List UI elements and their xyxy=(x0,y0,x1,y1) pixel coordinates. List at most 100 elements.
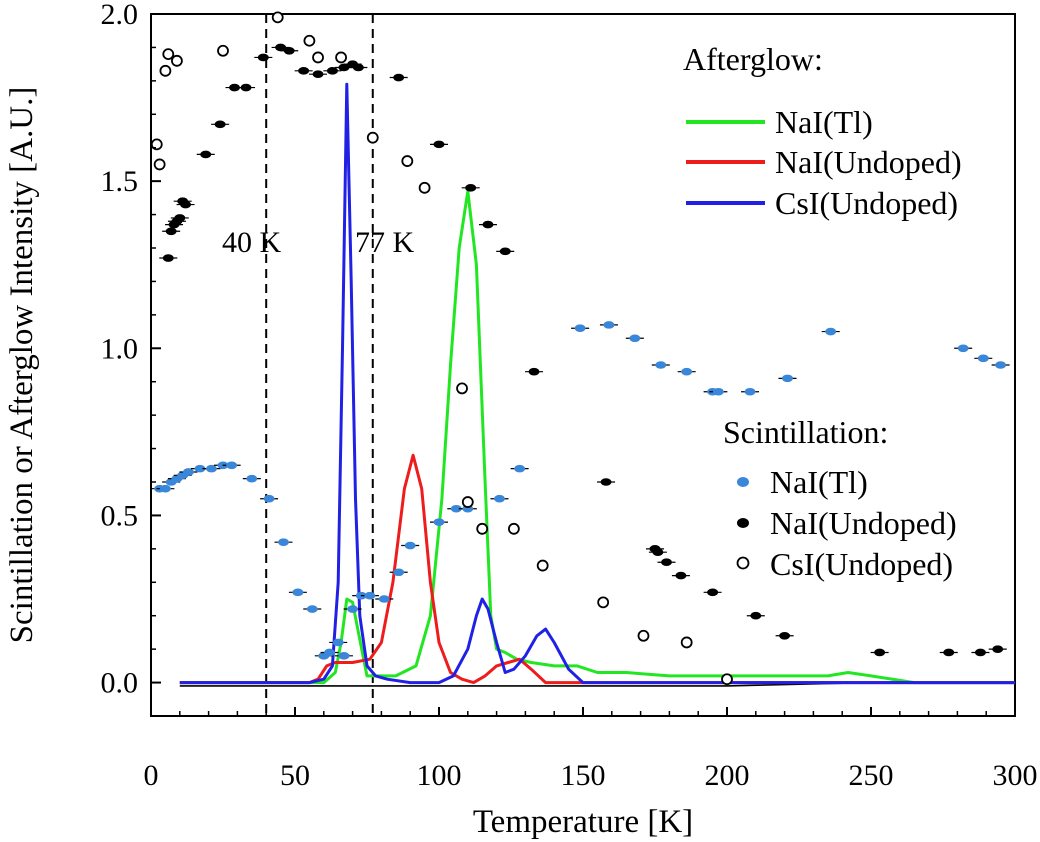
scint-point-csi-undoped xyxy=(171,54,183,67)
scint-point-nai-tl xyxy=(364,591,376,600)
axes: 0 50 100 150 200 250 300 0.0 0.5 1.0 1.5 2.0 xyxy=(101,0,1038,792)
reference-label-77k: 77 K xyxy=(355,226,415,259)
scint-point-nai-tl xyxy=(393,568,405,577)
scint-point-nai-tl xyxy=(263,494,275,503)
scint-point-nai-undoped xyxy=(482,220,494,229)
scint-point-nai-tl xyxy=(712,387,724,396)
scint-point-nai-tl xyxy=(277,538,289,546)
x-tick-label: 100 xyxy=(417,759,462,792)
scint-point-nai-tl xyxy=(433,518,445,526)
scint-point-nai-tl xyxy=(681,367,693,376)
scint-point-nai-tl xyxy=(514,464,526,473)
legend-label-scint-nai-tl: NaI(Tl) xyxy=(770,464,868,500)
scint-point-nai-tl xyxy=(332,638,344,647)
scint-point-nai-undoped xyxy=(600,478,612,486)
scint-point-nai-undoped xyxy=(283,46,295,55)
y-tick-label: 2.0 xyxy=(101,0,139,31)
scint-point-nai-tl xyxy=(182,468,194,476)
scint-point-nai-tl xyxy=(995,361,1007,369)
scint-point-csi-undoped xyxy=(456,382,468,395)
scintillation-legend: Scintillation: NaI(Tl) NaI(Undoped) CsI(… xyxy=(723,414,957,582)
scint-point-nai-tl xyxy=(226,461,238,470)
scint-point-nai-undoped xyxy=(180,200,192,209)
afterglow-line-nai-undoped xyxy=(179,453,1015,685)
afterglow-legend-title: Afterglow: xyxy=(683,41,823,77)
scint-point-csi-undoped xyxy=(418,181,431,194)
scint-point-csi-undoped xyxy=(476,522,489,535)
scint-point-nai-undoped xyxy=(174,214,186,222)
scint-point-nai-undoped xyxy=(652,548,664,556)
scint-point-nai-undoped xyxy=(229,83,241,92)
scint-point-nai-tl xyxy=(194,464,206,473)
scint-point-nai-tl xyxy=(205,464,217,473)
scint-point-nai-tl xyxy=(977,354,989,363)
scint-point-nai-tl xyxy=(292,588,304,597)
x-tick-label: 300 xyxy=(993,759,1038,792)
legend-label-afterglow-csi-undoped: CsI(Undoped) xyxy=(775,185,958,221)
scint-point-csi-undoped xyxy=(335,51,347,64)
scint-point-csi-undoped xyxy=(461,496,474,508)
plot-frame xyxy=(150,13,1016,717)
scint-point-nai-undoped xyxy=(779,631,791,640)
scint-point-nai-tl xyxy=(246,474,258,483)
x-tick-label: 200 xyxy=(705,759,750,792)
scint-point-nai-undoped xyxy=(943,648,955,657)
scint-point-nai-tl xyxy=(603,321,615,329)
afterglow-lines xyxy=(179,82,1015,687)
scint-point-nai-tl xyxy=(825,327,837,336)
scint-point-nai-undoped xyxy=(162,254,174,262)
scint-point-nai-undoped xyxy=(393,73,405,82)
scint-point-nai-undoped xyxy=(352,63,364,72)
scint-point-csi-undoped xyxy=(153,158,166,171)
scint-point-csi-undoped xyxy=(312,51,324,64)
scint-point-csi-undoped xyxy=(159,64,172,77)
scint-point-csi-undoped xyxy=(303,34,316,47)
scint-point-nai-undoped xyxy=(433,140,445,149)
scint-point-nai-tl xyxy=(159,484,171,493)
afterglow-line-csi-undoped xyxy=(179,82,1015,685)
x-tick-label: 50 xyxy=(280,759,310,792)
scint-point-nai-undoped xyxy=(165,227,177,236)
scint-point-csi-undoped xyxy=(150,138,163,151)
scint-point-csi-undoped xyxy=(680,636,693,649)
scint-point-nai-undoped xyxy=(214,120,226,129)
legend-label-scint-csi-undoped: CsI(Undoped) xyxy=(770,546,953,582)
scint-point-nai-undoped xyxy=(992,645,1004,653)
afterglow-legend: Afterglow: NaI(Tl) NaI(Undoped) CsI(Undo… xyxy=(683,41,962,221)
scint-point-nai-tl xyxy=(378,595,390,603)
scint-point-nai-tl xyxy=(404,541,416,550)
scint-point-nai-undoped xyxy=(338,63,350,72)
scint-point-nai-tl xyxy=(574,324,586,333)
y-tick-label: 0.5 xyxy=(101,499,139,532)
scint-point-nai-tl xyxy=(957,344,969,353)
scint-point-nai-undoped xyxy=(298,67,310,75)
scint-point-nai-undoped xyxy=(675,571,687,580)
scint-point-nai-tl xyxy=(744,387,756,396)
scint-point-nai-tl xyxy=(347,605,359,613)
scintillation-legend-title: Scintillation: xyxy=(723,414,888,450)
scint-point-csi-undoped xyxy=(507,522,520,535)
x-axis-title: Temperature [K] xyxy=(473,804,693,840)
scint-point-nai-tl xyxy=(781,374,793,383)
scint-point-csi-undoped xyxy=(217,44,229,57)
scint-point-nai-tl xyxy=(450,504,462,513)
legend-marker-nai-undoped xyxy=(737,518,749,528)
scint-point-nai-undoped xyxy=(240,83,252,92)
scint-point-nai-undoped xyxy=(200,150,212,159)
scint-point-csi-undoped xyxy=(271,11,284,24)
x-tick-label: 250 xyxy=(849,759,894,792)
scint-point-nai-tl xyxy=(306,605,318,613)
scint-point-nai-undoped xyxy=(326,67,338,75)
legend-label-afterglow-nai-undoped: NaI(Undoped) xyxy=(775,144,962,180)
y-tick-label: 1.5 xyxy=(101,165,139,198)
afterglow-line-nai-tl xyxy=(179,189,1015,685)
scint-point-nai-undoped xyxy=(750,611,762,620)
legend-marker-nai-tl xyxy=(737,477,749,487)
scint-point-nai-undoped xyxy=(257,53,269,62)
scint-point-nai-undoped xyxy=(528,367,540,376)
scint-point-nai-undoped xyxy=(874,648,886,657)
y-tick-label: 1.0 xyxy=(101,332,139,365)
reference-lines xyxy=(265,14,374,716)
scint-point-csi-undoped xyxy=(721,673,733,686)
